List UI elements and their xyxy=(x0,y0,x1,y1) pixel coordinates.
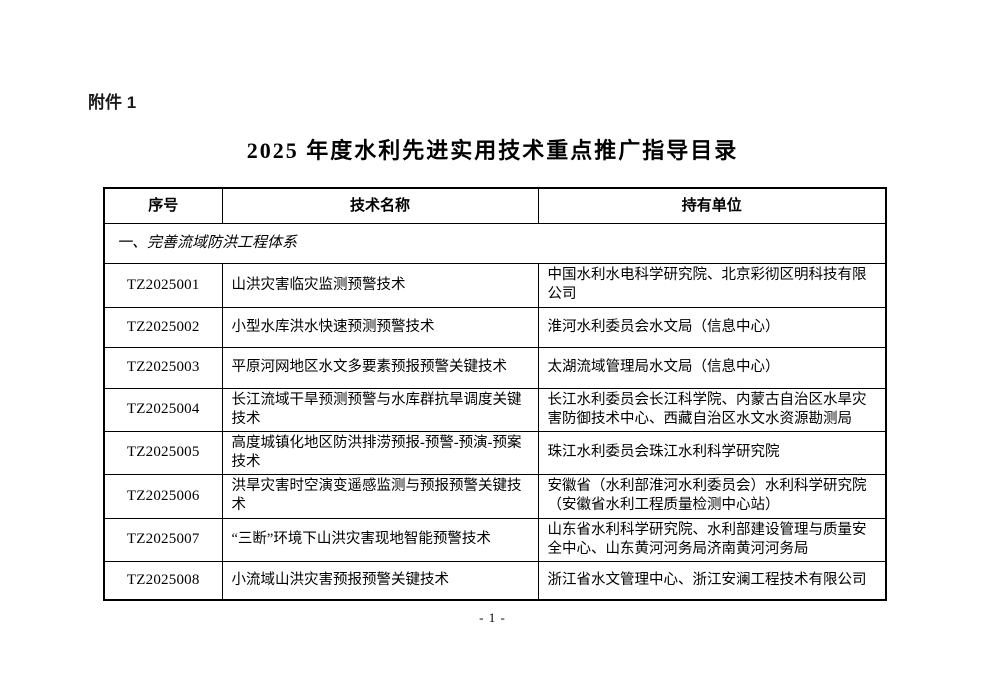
technology-name-cell: 小流域山洪灾害预报预警关键技术 xyxy=(221,560,539,601)
header-holding-unit: 持有单位 xyxy=(537,187,887,224)
technology-name-cell: “三断”环境下山洪灾害现地智能预警技术 xyxy=(221,517,539,562)
section-row: 一、完善流域防洪工程体系 xyxy=(103,222,887,264)
table-row: TZ2025008 小流域山洪灾害预报预警关键技术 浙江省水文管理中心、浙江安澜… xyxy=(103,560,887,601)
table-row: TZ2025005 高度城镇化地区防洪排涝预报-预警-预演-预案技术 珠江水利委… xyxy=(103,430,887,475)
holding-unit-cell: 太湖流域管理局水文局（信息中心） xyxy=(537,346,887,389)
table-row: TZ2025001 山洪灾害临灾监测预警技术 中国水利水电科学研究院、北京彩彻区… xyxy=(103,262,887,308)
serial-cell: TZ2025001 xyxy=(103,262,223,308)
attachment-label: 附件 1 xyxy=(88,93,137,112)
serial-cell: TZ2025005 xyxy=(103,430,223,475)
serial-cell: TZ2025008 xyxy=(103,560,223,601)
holding-unit-cell: 山东省水利科学研究院、水利部建设管理与质量安全中心、山东黄河河务局济南黄河河务局 xyxy=(537,517,887,562)
holding-unit-cell: 淮河水利委员会水文局（信息中心） xyxy=(537,306,887,348)
table-row: TZ2025006 洪旱灾害时空演变遥感监测与预报预警关键技术 安徽省（水利部淮… xyxy=(103,473,887,519)
catalog-table: 序号 技术名称 持有单位 一、完善流域防洪工程体系 TZ2025001 山洪灾害… xyxy=(103,187,887,601)
table-row: TZ2025004 长江流域干旱预测预警与水库群抗旱调度关键技术 长江水利委员会… xyxy=(103,387,887,432)
header-serial-number: 序号 xyxy=(103,187,223,224)
table-header-row: 序号 技术名称 持有单位 xyxy=(103,187,887,224)
holding-unit-cell: 安徽省（水利部淮河水利委员会）水利科学研究院（安徽省水利工程质量检测中心站） xyxy=(537,473,887,519)
page-number: - 1 - xyxy=(479,610,506,625)
technology-name-cell: 山洪灾害临灾监测预警技术 xyxy=(221,262,539,308)
technology-name-cell: 洪旱灾害时空演变遥感监测与预报预警关键技术 xyxy=(221,473,539,519)
header-technology-name: 技术名称 xyxy=(221,187,539,224)
serial-cell: TZ2025003 xyxy=(103,346,223,389)
holding-unit-cell: 浙江省水文管理中心、浙江安澜工程技术有限公司 xyxy=(537,560,887,601)
technology-name-cell: 小型水库洪水快速预测预警技术 xyxy=(221,306,539,348)
document-title: 2025 年度水利先进实用技术重点推广指导目录 xyxy=(246,138,739,163)
table-row: TZ2025002 小型水库洪水快速预测预警技术 淮河水利委员会水文局（信息中心… xyxy=(103,306,887,348)
serial-cell: TZ2025007 xyxy=(103,517,223,562)
serial-cell: TZ2025004 xyxy=(103,387,223,432)
serial-cell: TZ2025006 xyxy=(103,473,223,519)
table-row: TZ2025007 “三断”环境下山洪灾害现地智能预警技术 山东省水利科学研究院… xyxy=(103,517,887,562)
technology-name-cell: 高度城镇化地区防洪排涝预报-预警-预演-预案技术 xyxy=(221,430,539,475)
holding-unit-cell: 长江水利委员会长江科学院、内蒙古自治区水旱灾害防御技术中心、西藏自治区水文水资源… xyxy=(537,387,887,432)
section-title: 一、完善流域防洪工程体系 xyxy=(103,222,887,264)
technology-name-cell: 平原河网地区水文多要素预报预警关键技术 xyxy=(221,346,539,389)
holding-unit-cell: 中国水利水电科学研究院、北京彩彻区明科技有限公司 xyxy=(537,262,887,308)
serial-cell: TZ2025002 xyxy=(103,306,223,348)
holding-unit-cell: 珠江水利委员会珠江水利科学研究院 xyxy=(537,430,887,475)
technology-name-cell: 长江流域干旱预测预警与水库群抗旱调度关键技术 xyxy=(221,387,539,432)
table-row: TZ2025003 平原河网地区水文多要素预报预警关键技术 太湖流域管理局水文局… xyxy=(103,346,887,389)
